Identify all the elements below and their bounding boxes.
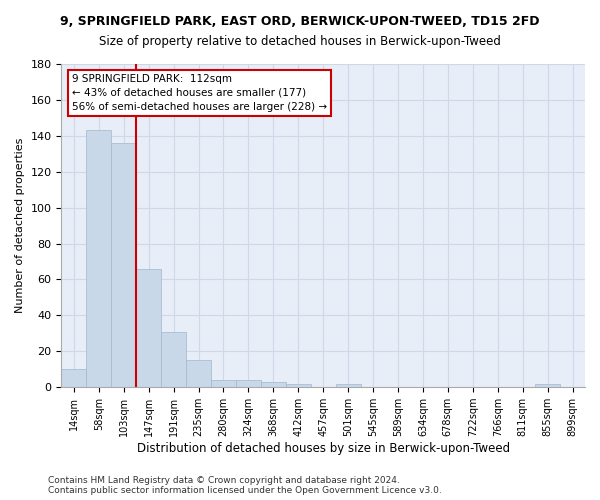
Bar <box>136 268 161 387</box>
Bar <box>61 370 86 387</box>
Text: 9 SPRINGFIELD PARK:  112sqm
← 43% of detached houses are smaller (177)
56% of se: 9 SPRINGFIELD PARK: 112sqm ← 43% of deta… <box>72 74 327 112</box>
Bar <box>535 384 560 387</box>
Bar <box>236 380 261 387</box>
Bar <box>335 384 361 387</box>
Bar <box>211 380 236 387</box>
Bar <box>86 130 111 387</box>
Text: Size of property relative to detached houses in Berwick-upon-Tweed: Size of property relative to detached ho… <box>99 35 501 48</box>
Text: 9, SPRINGFIELD PARK, EAST ORD, BERWICK-UPON-TWEED, TD15 2FD: 9, SPRINGFIELD PARK, EAST ORD, BERWICK-U… <box>60 15 540 28</box>
Bar <box>111 143 136 387</box>
Bar <box>161 332 186 387</box>
Bar <box>286 384 311 387</box>
Bar <box>186 360 211 387</box>
Bar <box>261 382 286 387</box>
Text: Contains HM Land Registry data © Crown copyright and database right 2024.
Contai: Contains HM Land Registry data © Crown c… <box>48 476 442 495</box>
X-axis label: Distribution of detached houses by size in Berwick-upon-Tweed: Distribution of detached houses by size … <box>137 442 510 455</box>
Y-axis label: Number of detached properties: Number of detached properties <box>15 138 25 314</box>
